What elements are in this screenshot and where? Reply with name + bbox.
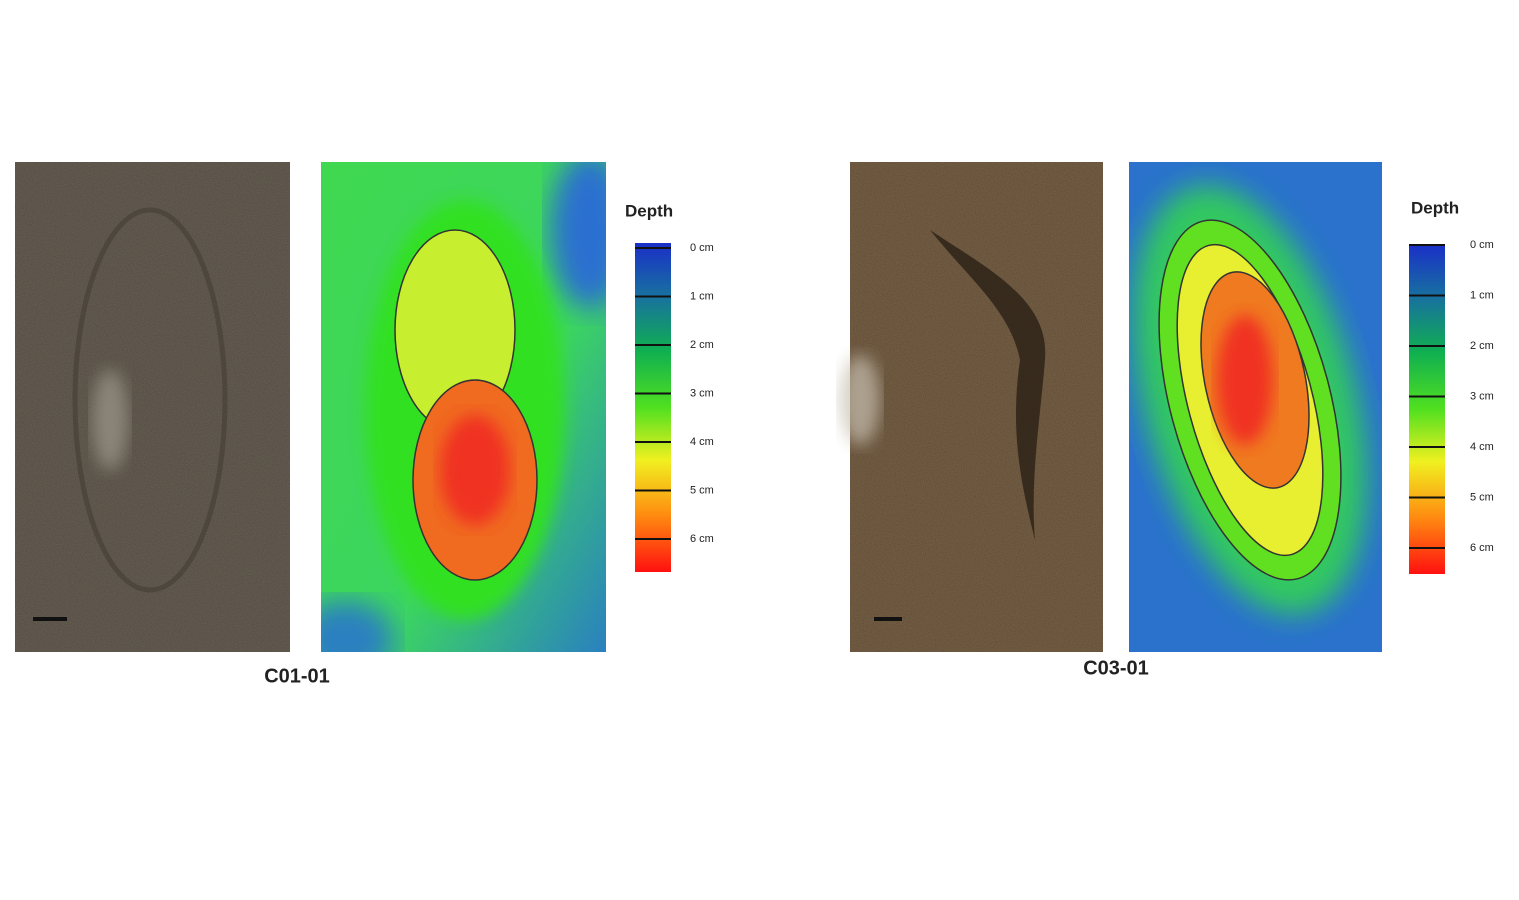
- depth-map: [1129, 162, 1382, 652]
- photo: [15, 162, 290, 652]
- legend-tick-label: 4 cm: [690, 436, 714, 448]
- legend-tick-label: 6 cm: [690, 533, 714, 545]
- legend-tick-label: 6 cm: [1470, 542, 1494, 554]
- legend-tick-label: 2 cm: [690, 339, 714, 351]
- photo: [840, 162, 1103, 652]
- legend-tick-label: 3 cm: [690, 387, 714, 399]
- legend-tick-label: 0 cm: [690, 242, 714, 254]
- legend-tick-label: 0 cm: [1470, 239, 1494, 251]
- legend-tick-label: 3 cm: [1470, 390, 1494, 402]
- legend-tick-label: 2 cm: [1470, 340, 1494, 352]
- legend-tick-label: 1 cm: [1470, 289, 1494, 301]
- caption: C01-01: [264, 665, 330, 687]
- depth-map: [321, 162, 606, 652]
- legend-title: Depth: [1411, 198, 1459, 217]
- caption: C03-01: [1083, 657, 1149, 679]
- legend-tick-label: 5 cm: [1470, 491, 1494, 503]
- color-bar: [635, 243, 671, 572]
- legend-tick-label: 4 cm: [1470, 441, 1494, 453]
- legend-tick-label: 1 cm: [690, 290, 714, 302]
- color-bar: [1409, 244, 1445, 574]
- legend-title: Depth: [625, 201, 673, 220]
- legend-tick-label: 5 cm: [690, 484, 714, 496]
